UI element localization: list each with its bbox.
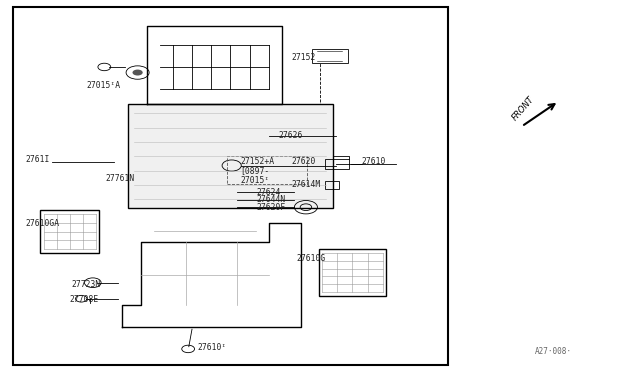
Text: 27620F: 27620F — [256, 203, 285, 212]
Text: 27624: 27624 — [256, 188, 280, 197]
Bar — [128, 104, 333, 208]
Text: 27015ᴵ: 27015ᴵ — [240, 176, 269, 185]
Text: 27015ᴵA: 27015ᴵA — [86, 81, 120, 90]
Text: 27644N: 27644N — [256, 195, 285, 204]
Text: 27723N: 27723N — [72, 280, 101, 289]
Bar — [13, 7, 448, 365]
Bar — [227, 156, 307, 184]
Text: FRONT: FRONT — [510, 94, 536, 122]
Text: 27610G: 27610G — [296, 254, 326, 263]
Text: 27610: 27610 — [362, 157, 386, 166]
Bar — [312, 49, 348, 63]
Bar — [40, 210, 99, 253]
Text: 27620: 27620 — [291, 157, 316, 166]
Bar — [325, 181, 339, 189]
Bar — [325, 159, 349, 169]
Text: A27·008·: A27·008· — [535, 347, 572, 356]
Text: 27610GA: 27610GA — [26, 219, 60, 228]
Text: 2761I: 2761I — [26, 155, 50, 164]
Text: 27761N: 27761N — [106, 174, 135, 183]
Text: 27708E: 27708E — [69, 295, 99, 304]
Text: [0897-: [0897- — [240, 167, 269, 176]
Circle shape — [132, 70, 143, 76]
Text: 27614M: 27614M — [291, 180, 321, 189]
Bar — [319, 249, 386, 296]
Text: 27152: 27152 — [291, 53, 316, 62]
Text: 27152+A: 27152+A — [240, 157, 274, 166]
Text: 27610ᴵ: 27610ᴵ — [197, 343, 227, 352]
Text: 27626: 27626 — [278, 131, 303, 140]
